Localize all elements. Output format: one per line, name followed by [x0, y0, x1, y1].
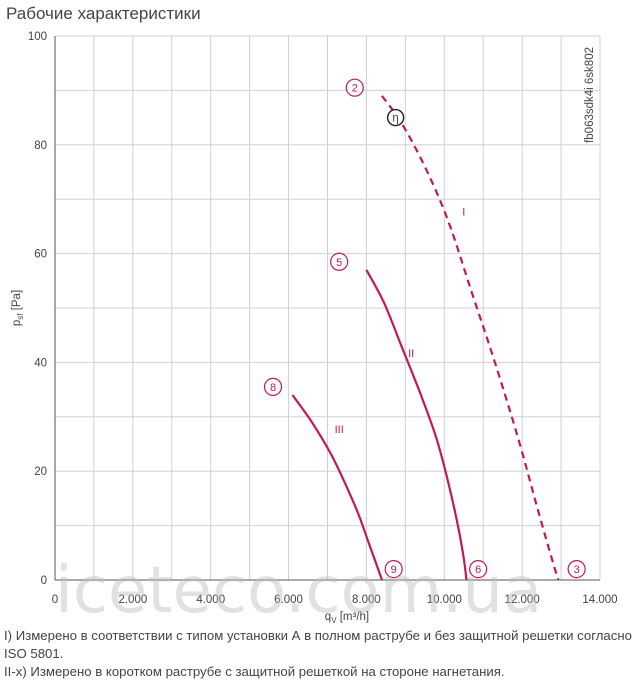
x-tick-label: 0: [52, 594, 58, 606]
notes: I) Измерено в соответствии с типом устан…: [4, 627, 632, 681]
eta-marker-circle: [386, 108, 405, 127]
marker-label-6: 6: [475, 564, 481, 576]
grid: [54, 35, 601, 581]
page-title: Рабочие характеристики: [6, 4, 201, 23]
x-tick-label: 2.000: [118, 594, 147, 606]
x-tick-label: 14.000: [582, 594, 617, 606]
series-label-I: I: [462, 207, 465, 219]
series-label-III: III: [335, 424, 344, 436]
x-tick-label: 8.000: [352, 594, 381, 606]
marker-label-2: 2: [352, 83, 358, 95]
y-tick-label: 60: [34, 249, 47, 261]
y-tick-label: 80: [34, 140, 47, 152]
series-curve-II: [365, 269, 468, 581]
marker-circle-8: [263, 377, 283, 396]
side-label: fb063sdk4i 6sk802: [584, 47, 596, 143]
eta-marker-label: η: [392, 113, 398, 125]
y-axis-label: psf [Pa]: [11, 290, 25, 326]
y-tick-label: 20: [34, 466, 47, 478]
x-tick-label: 10.000: [427, 594, 462, 606]
x-tick-label: 6.000: [274, 594, 303, 606]
y-tick-label: 100: [28, 31, 47, 43]
watermark-text: iceteco.com.ua: [55, 554, 542, 628]
y-tick-label: 40: [34, 357, 47, 369]
marker-circle-2: [345, 78, 364, 97]
marker-circle-9: [384, 560, 403, 579]
marker-circle-5: [330, 252, 349, 271]
marker-circle-3: [567, 560, 586, 579]
y-tick-label: 0: [41, 575, 47, 587]
note-line-3: II-x) Измерено в коротком раструбе с защ…: [4, 664, 505, 679]
note-line-2: ISO 5801.: [4, 646, 64, 661]
marker-label-3: 3: [574, 564, 580, 576]
series-label-II: II: [408, 348, 414, 360]
x-tick-label: 4.000: [196, 594, 225, 606]
marker-label-8: 8: [270, 382, 276, 394]
x-axis-label: qV [m³/h]: [325, 611, 369, 625]
series-curve-III: [291, 394, 384, 581]
series-curve-I: [381, 95, 560, 581]
marker-label-9: 9: [391, 564, 397, 576]
note-line-1: I) Измерено в соответствии с типом устан…: [4, 628, 632, 643]
marker-label-5: 5: [336, 257, 342, 269]
x-tick-label: 12.000: [505, 594, 540, 606]
marker-circle-6: [469, 560, 488, 579]
